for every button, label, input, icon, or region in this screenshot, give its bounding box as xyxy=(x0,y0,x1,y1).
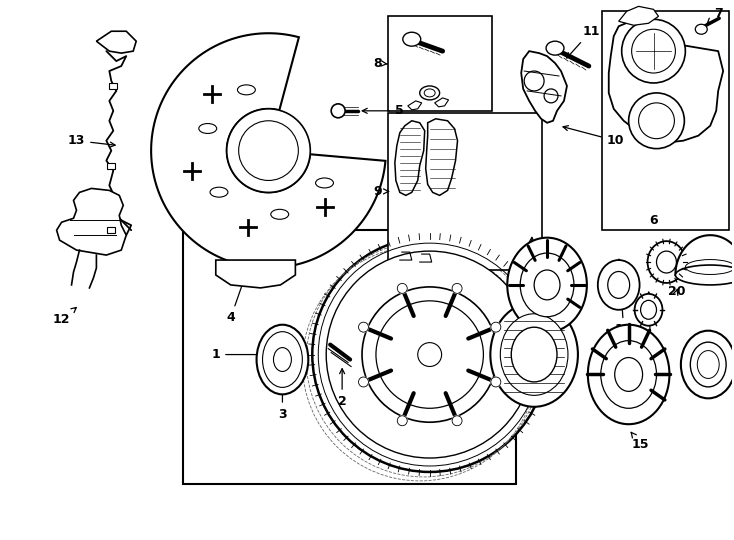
Circle shape xyxy=(418,342,442,367)
Text: 9: 9 xyxy=(374,185,388,198)
Circle shape xyxy=(452,284,462,293)
Ellipse shape xyxy=(635,294,663,326)
Circle shape xyxy=(376,301,484,408)
Text: 7: 7 xyxy=(708,7,722,23)
Polygon shape xyxy=(675,235,734,275)
Text: 1: 1 xyxy=(211,348,297,361)
Ellipse shape xyxy=(490,302,578,407)
Bar xyxy=(183,230,516,484)
Polygon shape xyxy=(408,101,422,110)
Circle shape xyxy=(491,377,501,387)
Text: 19: 19 xyxy=(642,292,659,353)
Ellipse shape xyxy=(546,41,564,55)
Circle shape xyxy=(326,251,533,458)
Text: 15: 15 xyxy=(631,432,650,450)
Circle shape xyxy=(639,103,675,139)
Text: 4: 4 xyxy=(226,279,245,324)
Text: 5: 5 xyxy=(362,104,404,117)
Ellipse shape xyxy=(199,124,217,133)
Circle shape xyxy=(628,93,684,148)
Circle shape xyxy=(358,377,368,387)
Text: 13: 13 xyxy=(68,134,115,147)
Ellipse shape xyxy=(534,270,560,300)
Bar xyxy=(107,163,115,168)
Circle shape xyxy=(312,237,547,472)
Circle shape xyxy=(622,19,686,83)
Polygon shape xyxy=(96,31,137,53)
Polygon shape xyxy=(395,121,425,195)
Text: 11: 11 xyxy=(567,25,600,58)
Circle shape xyxy=(397,284,407,293)
Text: 21: 21 xyxy=(0,539,1,540)
Ellipse shape xyxy=(641,300,656,319)
Polygon shape xyxy=(151,33,385,268)
Text: 17: 17 xyxy=(518,238,536,336)
Circle shape xyxy=(362,287,498,422)
Polygon shape xyxy=(521,51,567,123)
Ellipse shape xyxy=(512,327,557,382)
Ellipse shape xyxy=(597,260,639,310)
Circle shape xyxy=(524,71,544,91)
Circle shape xyxy=(239,121,298,180)
Ellipse shape xyxy=(403,32,421,46)
Polygon shape xyxy=(57,188,126,255)
Ellipse shape xyxy=(681,330,734,399)
Polygon shape xyxy=(216,260,295,288)
Ellipse shape xyxy=(656,251,677,273)
Text: 6: 6 xyxy=(649,214,658,227)
Bar xyxy=(388,113,542,270)
Polygon shape xyxy=(619,6,658,25)
Ellipse shape xyxy=(316,178,333,188)
Ellipse shape xyxy=(691,342,726,387)
Ellipse shape xyxy=(263,332,302,387)
Circle shape xyxy=(358,322,368,332)
Ellipse shape xyxy=(210,187,228,197)
Text: 18: 18 xyxy=(615,259,633,336)
Text: 16: 16 xyxy=(0,539,1,540)
Text: 12: 12 xyxy=(53,307,76,326)
Polygon shape xyxy=(426,119,457,195)
Bar xyxy=(388,16,493,111)
Text: 10: 10 xyxy=(563,126,624,147)
Circle shape xyxy=(632,29,675,73)
Ellipse shape xyxy=(520,253,574,317)
Circle shape xyxy=(397,416,407,426)
Text: 14: 14 xyxy=(487,343,504,356)
Polygon shape xyxy=(608,21,723,143)
Ellipse shape xyxy=(424,89,435,97)
Text: 2: 2 xyxy=(338,369,346,408)
Ellipse shape xyxy=(601,341,656,408)
Bar xyxy=(107,227,115,233)
Ellipse shape xyxy=(274,348,291,372)
Text: 3: 3 xyxy=(278,386,287,421)
Ellipse shape xyxy=(271,210,288,219)
Circle shape xyxy=(227,109,310,192)
Ellipse shape xyxy=(588,325,669,424)
Ellipse shape xyxy=(695,24,708,34)
Ellipse shape xyxy=(614,357,642,392)
Ellipse shape xyxy=(675,265,734,285)
Ellipse shape xyxy=(608,272,630,299)
Circle shape xyxy=(544,89,558,103)
Ellipse shape xyxy=(237,85,255,95)
Polygon shape xyxy=(435,98,448,107)
Ellipse shape xyxy=(507,238,587,332)
Bar xyxy=(602,11,729,230)
Ellipse shape xyxy=(420,86,440,100)
Text: 20: 20 xyxy=(668,285,685,299)
Ellipse shape xyxy=(697,350,719,379)
Ellipse shape xyxy=(331,104,345,118)
Text: 8: 8 xyxy=(374,57,388,70)
Circle shape xyxy=(452,416,462,426)
Circle shape xyxy=(491,322,501,332)
Ellipse shape xyxy=(257,325,308,394)
Bar xyxy=(109,83,117,89)
Ellipse shape xyxy=(501,314,568,395)
Ellipse shape xyxy=(647,241,686,283)
